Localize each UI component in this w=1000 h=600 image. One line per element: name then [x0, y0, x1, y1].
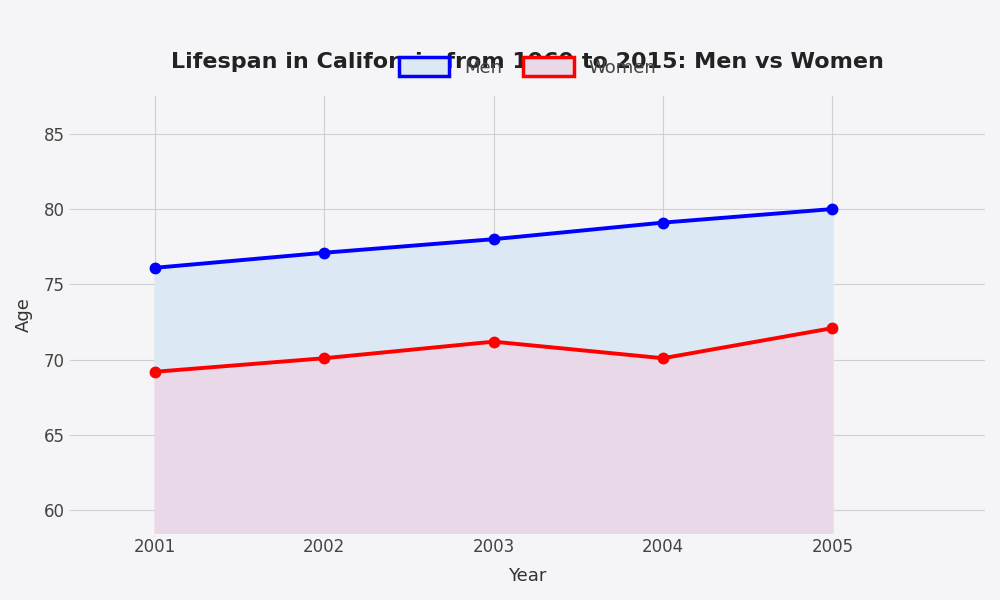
- Legend: Men, Women: Men, Women: [390, 48, 665, 86]
- Title: Lifespan in California from 1969 to 2015: Men vs Women: Lifespan in California from 1969 to 2015…: [171, 52, 884, 72]
- X-axis label: Year: Year: [508, 567, 547, 585]
- Y-axis label: Age: Age: [15, 297, 33, 332]
